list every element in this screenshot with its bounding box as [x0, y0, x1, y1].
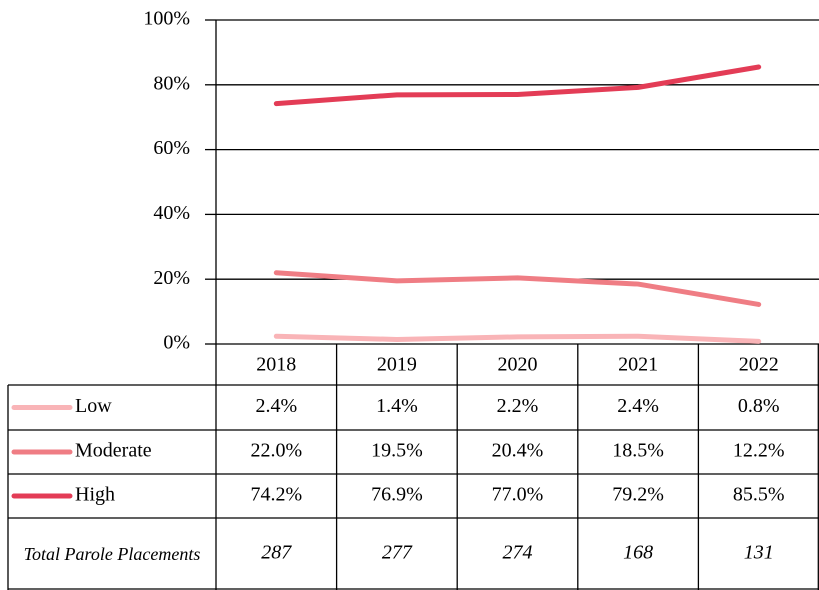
table-value: 76.9%	[371, 484, 423, 506]
table-value: 85.5%	[733, 484, 785, 506]
table-value: 2.2%	[497, 395, 539, 417]
x-tick-label: 2020	[498, 354, 538, 376]
x-tick-label: 2022	[739, 354, 779, 376]
table-value: 22.0%	[250, 440, 302, 462]
total-value: 131	[744, 542, 774, 564]
series-line	[273, 333, 762, 344]
table-value: 18.5%	[612, 440, 664, 462]
y-tick-label: 80%	[153, 72, 190, 94]
series-line	[273, 64, 762, 107]
y-tick-label: 0%	[163, 332, 190, 354]
x-tick-label: 2018	[256, 354, 296, 376]
total-value: 168	[623, 542, 653, 564]
y-tick-label: 20%	[153, 267, 190, 289]
series-line	[273, 270, 762, 307]
x-tick-label: 2019	[377, 354, 417, 376]
table-value: 20.4%	[492, 440, 544, 462]
table-value: 1.4%	[376, 395, 418, 417]
y-tick-label: 60%	[153, 137, 190, 159]
x-tick-label: 2021	[618, 354, 658, 376]
table-value: 12.2%	[733, 440, 785, 462]
legend-label: Low	[75, 395, 112, 417]
table-value: 0.8%	[738, 395, 780, 417]
table-value: 19.5%	[371, 440, 423, 462]
legend-label: Moderate	[75, 440, 152, 462]
total-value: 274	[503, 542, 533, 564]
table-value: 74.2%	[250, 484, 302, 506]
table-value: 79.2%	[612, 484, 664, 506]
total-value: 287	[261, 542, 292, 564]
totals-label: Total Parole Placements	[23, 544, 201, 564]
legend-label: High	[75, 484, 115, 506]
y-tick-label: 40%	[153, 202, 190, 224]
total-value: 277	[382, 542, 413, 564]
table-value: 2.4%	[617, 395, 659, 417]
y-tick-label: 100%	[143, 8, 190, 30]
table-value: 2.4%	[255, 395, 297, 417]
table-value: 77.0%	[492, 484, 544, 506]
